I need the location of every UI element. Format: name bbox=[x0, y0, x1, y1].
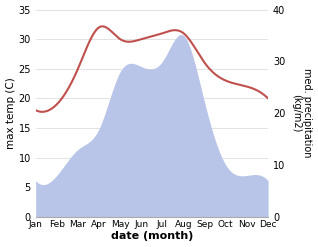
X-axis label: date (month): date (month) bbox=[111, 231, 193, 242]
Y-axis label: med. precipitation
(kg/m2): med. precipitation (kg/m2) bbox=[291, 68, 313, 158]
Y-axis label: max temp (C): max temp (C) bbox=[5, 77, 16, 149]
